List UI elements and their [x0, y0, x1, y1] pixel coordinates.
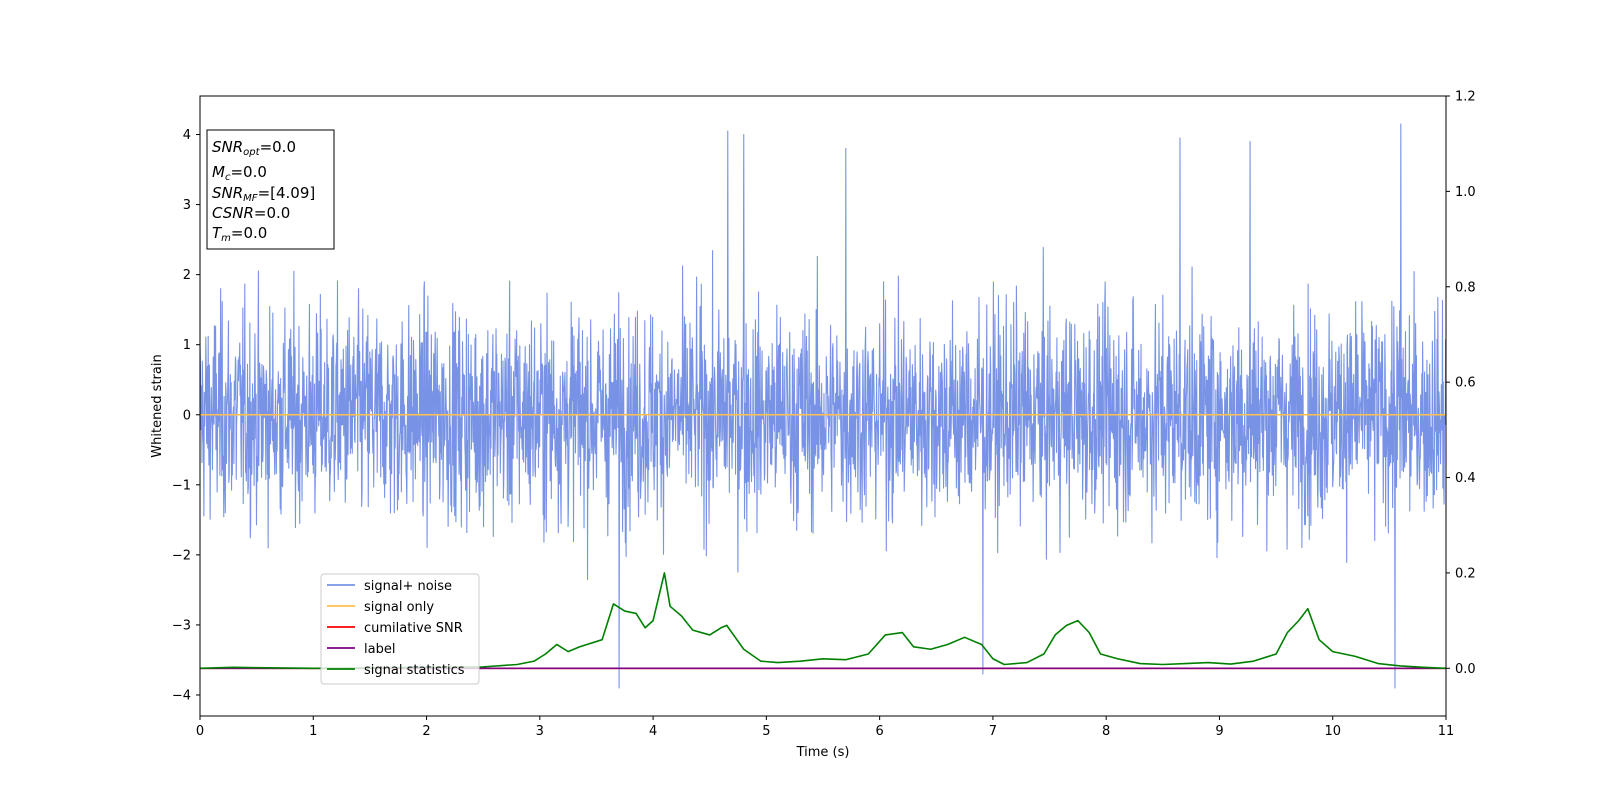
- x-tick-label: 1: [309, 724, 317, 739]
- legend-label-signal-only: signal only: [364, 600, 434, 615]
- series-signal-statistics-line: [200, 572, 1446, 670]
- y-axis-label: Whitened strain: [150, 354, 165, 457]
- axes-frame: [199, 95, 1447, 717]
- x-tick-label: 3: [536, 724, 544, 739]
- x-tick-label: 6: [875, 724, 883, 739]
- info-line-tm: Tm=0.0: [212, 224, 267, 244]
- y-tick-label: 4: [183, 128, 191, 143]
- y2-tick-label: 1.0: [1455, 185, 1476, 200]
- y2-axis-ticks: 0.0 0.2 0.4 0.6 0.8 1.0 1.2: [1446, 90, 1476, 677]
- x-tick-label: 10: [1324, 724, 1341, 739]
- x-tick-label: 2: [422, 724, 430, 739]
- info-line-snr-mf: SNRMF=[4.09]: [212, 184, 315, 204]
- info-line-csnr: CSNR=0.0: [212, 204, 290, 222]
- legend-label-cumilative-snr: cumilative SNR: [364, 621, 463, 636]
- x-tick-label: 4: [649, 724, 657, 739]
- info-line-mc: Mc=0.0: [212, 163, 267, 183]
- y2-tick-label: 0.2: [1455, 566, 1476, 581]
- y2-tick-label: 0.8: [1455, 280, 1476, 295]
- y2-tick-label: 0.4: [1455, 471, 1476, 486]
- x-tick-label: 9: [1215, 724, 1223, 739]
- info-line-snr-opt: SNRopt=0.0: [212, 138, 296, 158]
- info-box: SNRopt=0.0 Mc=0.0 SNRMF=[4.09] CSNR=0.0 …: [206, 129, 335, 250]
- x-tick-label: 7: [989, 724, 997, 739]
- info-box-frame: [206, 129, 335, 250]
- y-axis-ticks: −4 −3 −2 −1 0 1 2 3 4: [172, 128, 200, 703]
- x-axis-label: Time (s): [796, 745, 850, 760]
- y-tick-label: 2: [183, 268, 191, 283]
- x-tick-label: 5: [762, 724, 770, 739]
- y2-tick-label: 0.0: [1455, 662, 1476, 677]
- y-tick-label: −4: [172, 688, 191, 703]
- series-signal-plus-noise-line: [200, 123, 1446, 689]
- y-tick-label: 3: [183, 198, 191, 213]
- y-tick-label: −2: [172, 548, 191, 563]
- series-signal-plus-noise: [200, 123, 1446, 689]
- legend-label-signal-statistics: signal statistics: [364, 663, 465, 678]
- legend-frame: [320, 573, 480, 685]
- x-tick-label: 0: [196, 724, 204, 739]
- legend-label-label: label: [364, 642, 395, 657]
- y-tick-label: 1: [183, 338, 191, 353]
- legend: signal+ noise signal only cumilative SNR…: [320, 573, 480, 685]
- y-tick-label: 0: [183, 408, 191, 423]
- x-tick-label: 8: [1102, 724, 1110, 739]
- x-axis-ticks: 0 1 2 3 4 5 6 7 8 9 10 11: [196, 716, 1454, 739]
- y-tick-label: −3: [172, 618, 191, 633]
- y2-tick-label: 1.2: [1455, 90, 1476, 105]
- y-tick-label: −1: [172, 478, 191, 493]
- legend-label-signal-plus-noise: signal+ noise: [364, 579, 452, 594]
- x-tick-label: 11: [1438, 724, 1455, 739]
- y2-tick-label: 0.6: [1455, 376, 1476, 391]
